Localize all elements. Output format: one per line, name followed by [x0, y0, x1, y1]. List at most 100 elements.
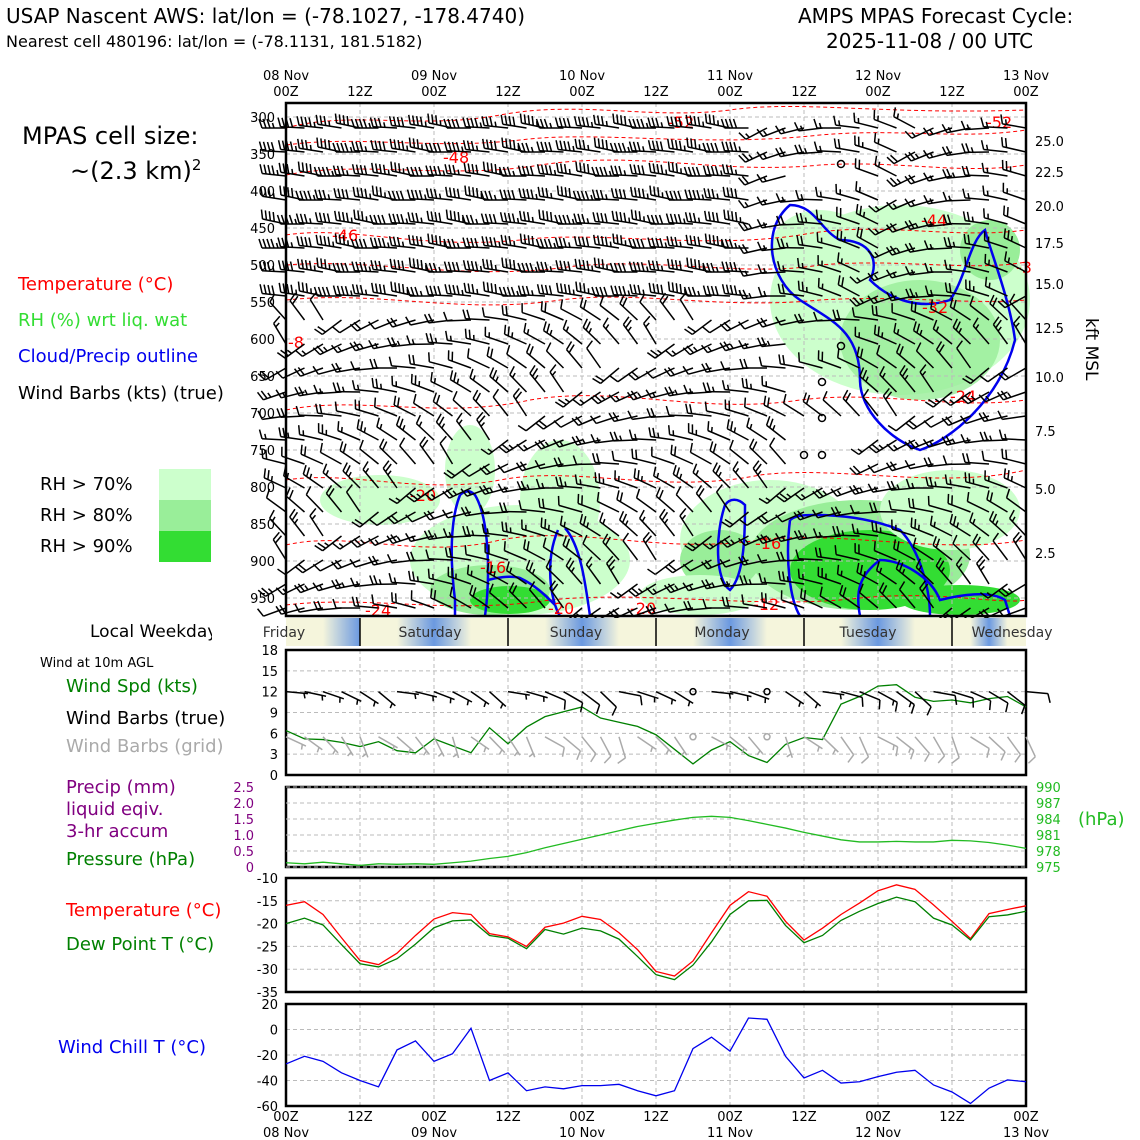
barb-shaft: [651, 607, 675, 615]
wind-barb: [591, 286, 619, 297]
wind-barb: [424, 262, 453, 273]
wind-barb: [775, 551, 805, 562]
barb-feather: [797, 313, 804, 323]
wind-barb: [300, 444, 324, 465]
barb-feather: [679, 507, 687, 517]
barb-feather: [351, 261, 356, 271]
barb-feather: [277, 117, 282, 127]
bottom-hour-label: 00Z: [717, 1110, 743, 1125]
barb-shaft: [502, 487, 527, 493]
barb-feather: [355, 596, 360, 607]
barb-feather: [381, 214, 386, 225]
barb-feather: [667, 583, 675, 592]
barb-feather: [910, 517, 913, 528]
wind-barb: [943, 236, 971, 249]
barb-feather: [579, 479, 582, 485]
barb-feather: [600, 116, 604, 126]
barb-feather: [904, 130, 913, 139]
barb-feather: [952, 318, 959, 328]
wind-barb: [256, 390, 287, 401]
wind-barb: [389, 258, 416, 273]
barb-feather: [628, 238, 633, 249]
barb-feather: [712, 443, 717, 454]
barb-feather: [947, 237, 952, 247]
wind-barb: [462, 117, 490, 129]
wind-barb: [589, 415, 620, 425]
wind-barb: [833, 115, 860, 129]
barb-feather: [954, 695, 958, 705]
barb-feather: [796, 257, 800, 268]
wind-barb: [704, 233, 731, 249]
barb-feather: [584, 190, 590, 201]
barb-feather: [937, 755, 946, 764]
barb-feather: [924, 262, 929, 273]
barb-feather: [556, 282, 560, 293]
barb-feather: [288, 214, 294, 225]
barb-feather: [312, 347, 321, 356]
barb-feather: [571, 436, 578, 446]
barb-shaft: [679, 299, 694, 321]
wind-barb: [997, 295, 1027, 309]
barb-feather: [885, 269, 893, 279]
barb-feather: [448, 164, 452, 175]
barb-feather: [591, 166, 596, 177]
barb-feather: [562, 214, 567, 225]
wind-barb: [924, 391, 953, 408]
barb-feather: [762, 244, 767, 251]
cell-size-exponent: 2: [191, 156, 202, 174]
wind-barb: [893, 539, 916, 561]
wind-barb: [776, 238, 805, 249]
wind-barb: [756, 317, 786, 328]
barb-feather: [935, 326, 940, 332]
wind-speed-line: [285, 684, 1027, 765]
barb-shaft: [289, 300, 306, 321]
barb-feather: [704, 210, 708, 221]
barb-feather: [701, 579, 708, 589]
barb-feather: [594, 472, 597, 482]
wind-barb: [719, 341, 749, 352]
wind-barb: [984, 470, 1008, 489]
barb-shaft: [523, 439, 546, 452]
barb-shaft: [320, 451, 342, 465]
wind-barb: [553, 415, 583, 428]
barb-feather: [681, 514, 687, 520]
barb-feather: [270, 475, 273, 482]
barb-feather: [929, 175, 934, 181]
barb-feather: [614, 165, 619, 176]
barb-feather: [675, 485, 682, 496]
precip-tick-label: 0.5: [233, 845, 254, 860]
barb-feather: [675, 163, 679, 173]
barb-feather: [321, 166, 327, 177]
barb-feather: [465, 214, 471, 225]
barb-feather: [879, 365, 885, 376]
barb-feather: [668, 563, 677, 572]
wind-barb: [540, 517, 564, 537]
barb-feather: [408, 570, 412, 581]
barb-feather: [960, 396, 969, 405]
barb-feather: [769, 437, 776, 447]
barb-feather: [544, 302, 547, 313]
barb-feather: [494, 163, 498, 174]
barb-shaft: [987, 583, 1008, 599]
barb-feather: [692, 463, 698, 473]
wind-barb: [443, 141, 472, 153]
wind-barb: [277, 117, 305, 129]
barb-feather: [558, 117, 563, 128]
barb-feather: [952, 534, 958, 544]
barb-feather: [758, 356, 763, 367]
pressure-tick-label: 975: [1036, 861, 1061, 876]
barb-feather: [893, 322, 897, 333]
barb-feather: [969, 512, 974, 522]
barb-feather: [985, 144, 989, 151]
wind-barb: [444, 284, 472, 297]
precip-tick-label: 2.0: [233, 797, 254, 812]
wind-barb: [406, 286, 434, 297]
barb-feather: [577, 236, 582, 247]
wind-barb: [433, 736, 445, 757]
wind-barb: [923, 194, 953, 205]
barb-feather: [350, 238, 356, 249]
barb-feather: [664, 349, 673, 357]
barb-feather: [516, 443, 525, 452]
wind-barb: [389, 138, 416, 153]
